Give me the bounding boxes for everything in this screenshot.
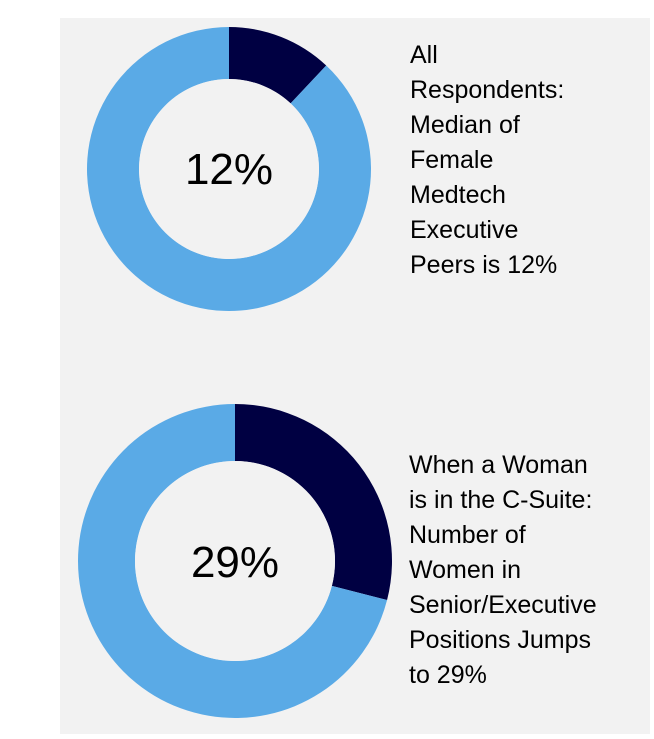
donut-svg-c-suite — [78, 404, 392, 718]
donut-slice-0-0 — [229, 27, 327, 104]
donut-chart-c-suite: 29% — [78, 401, 392, 721]
donut-slice-0-1 — [86, 27, 371, 311]
caption-all-respondents: All Respondents: Median of Female Medtec… — [410, 41, 565, 279]
center-label-c-suite: 29% — [190, 538, 280, 587]
donut-hole-1 — [135, 461, 335, 661]
donut-svg-all-respondents — [86, 27, 371, 311]
donut-hole-0 — [139, 79, 319, 259]
donut-slice-1-0 — [235, 404, 392, 601]
center-label-all-respondents: 12% — [184, 145, 274, 194]
donut-slice-1-1 — [78, 404, 388, 718]
caption-c-suite: When a Woman is in the C-Suite: Number o… — [409, 451, 597, 689]
donut-chart-all-respondents: 12% — [86, 27, 371, 311]
